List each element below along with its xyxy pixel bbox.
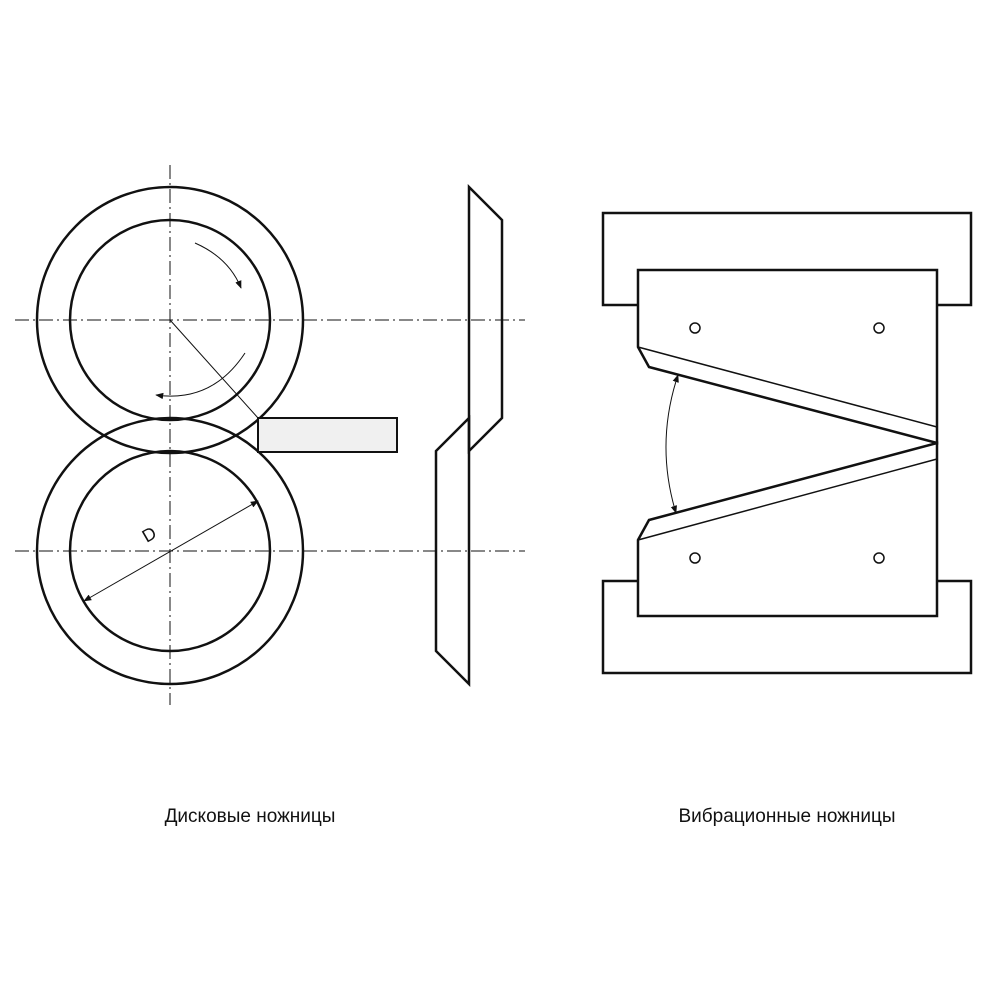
upper-blade-profile xyxy=(467,183,504,455)
lower-disc-inner xyxy=(68,449,272,653)
disc-shears-caption: Дисковые ножницы xyxy=(164,806,336,827)
disc-side-profile xyxy=(434,183,504,688)
lower-holder xyxy=(601,579,973,675)
upper-holder xyxy=(601,211,973,307)
radius-line xyxy=(169,319,259,419)
upper-disc-inner xyxy=(68,218,272,422)
upper-blade xyxy=(636,268,939,445)
upper-disc-outer xyxy=(35,185,305,455)
disc-shears-group xyxy=(15,165,525,705)
rotation-arrow-lower xyxy=(155,352,246,400)
lower-blade-profile xyxy=(434,414,471,688)
angle-arc xyxy=(665,374,679,514)
mounting-hole xyxy=(689,322,701,334)
mounting-hole xyxy=(873,552,885,564)
upper-blade-bevel xyxy=(637,346,938,428)
lower-blade xyxy=(636,441,939,618)
mounting-hole xyxy=(689,552,701,564)
mounting-hole xyxy=(873,322,885,334)
diameter-label: D xyxy=(139,523,160,547)
cut-strip xyxy=(257,417,398,453)
lower-disc-outer xyxy=(35,416,305,686)
vibration-shears-caption: Вибрационные ножницы xyxy=(678,806,896,827)
lower-blade-bevel xyxy=(637,458,938,541)
vibration-shears-group xyxy=(601,211,973,675)
rotation-arrow-upper xyxy=(194,242,242,289)
diameter-dimension-line xyxy=(83,500,259,602)
